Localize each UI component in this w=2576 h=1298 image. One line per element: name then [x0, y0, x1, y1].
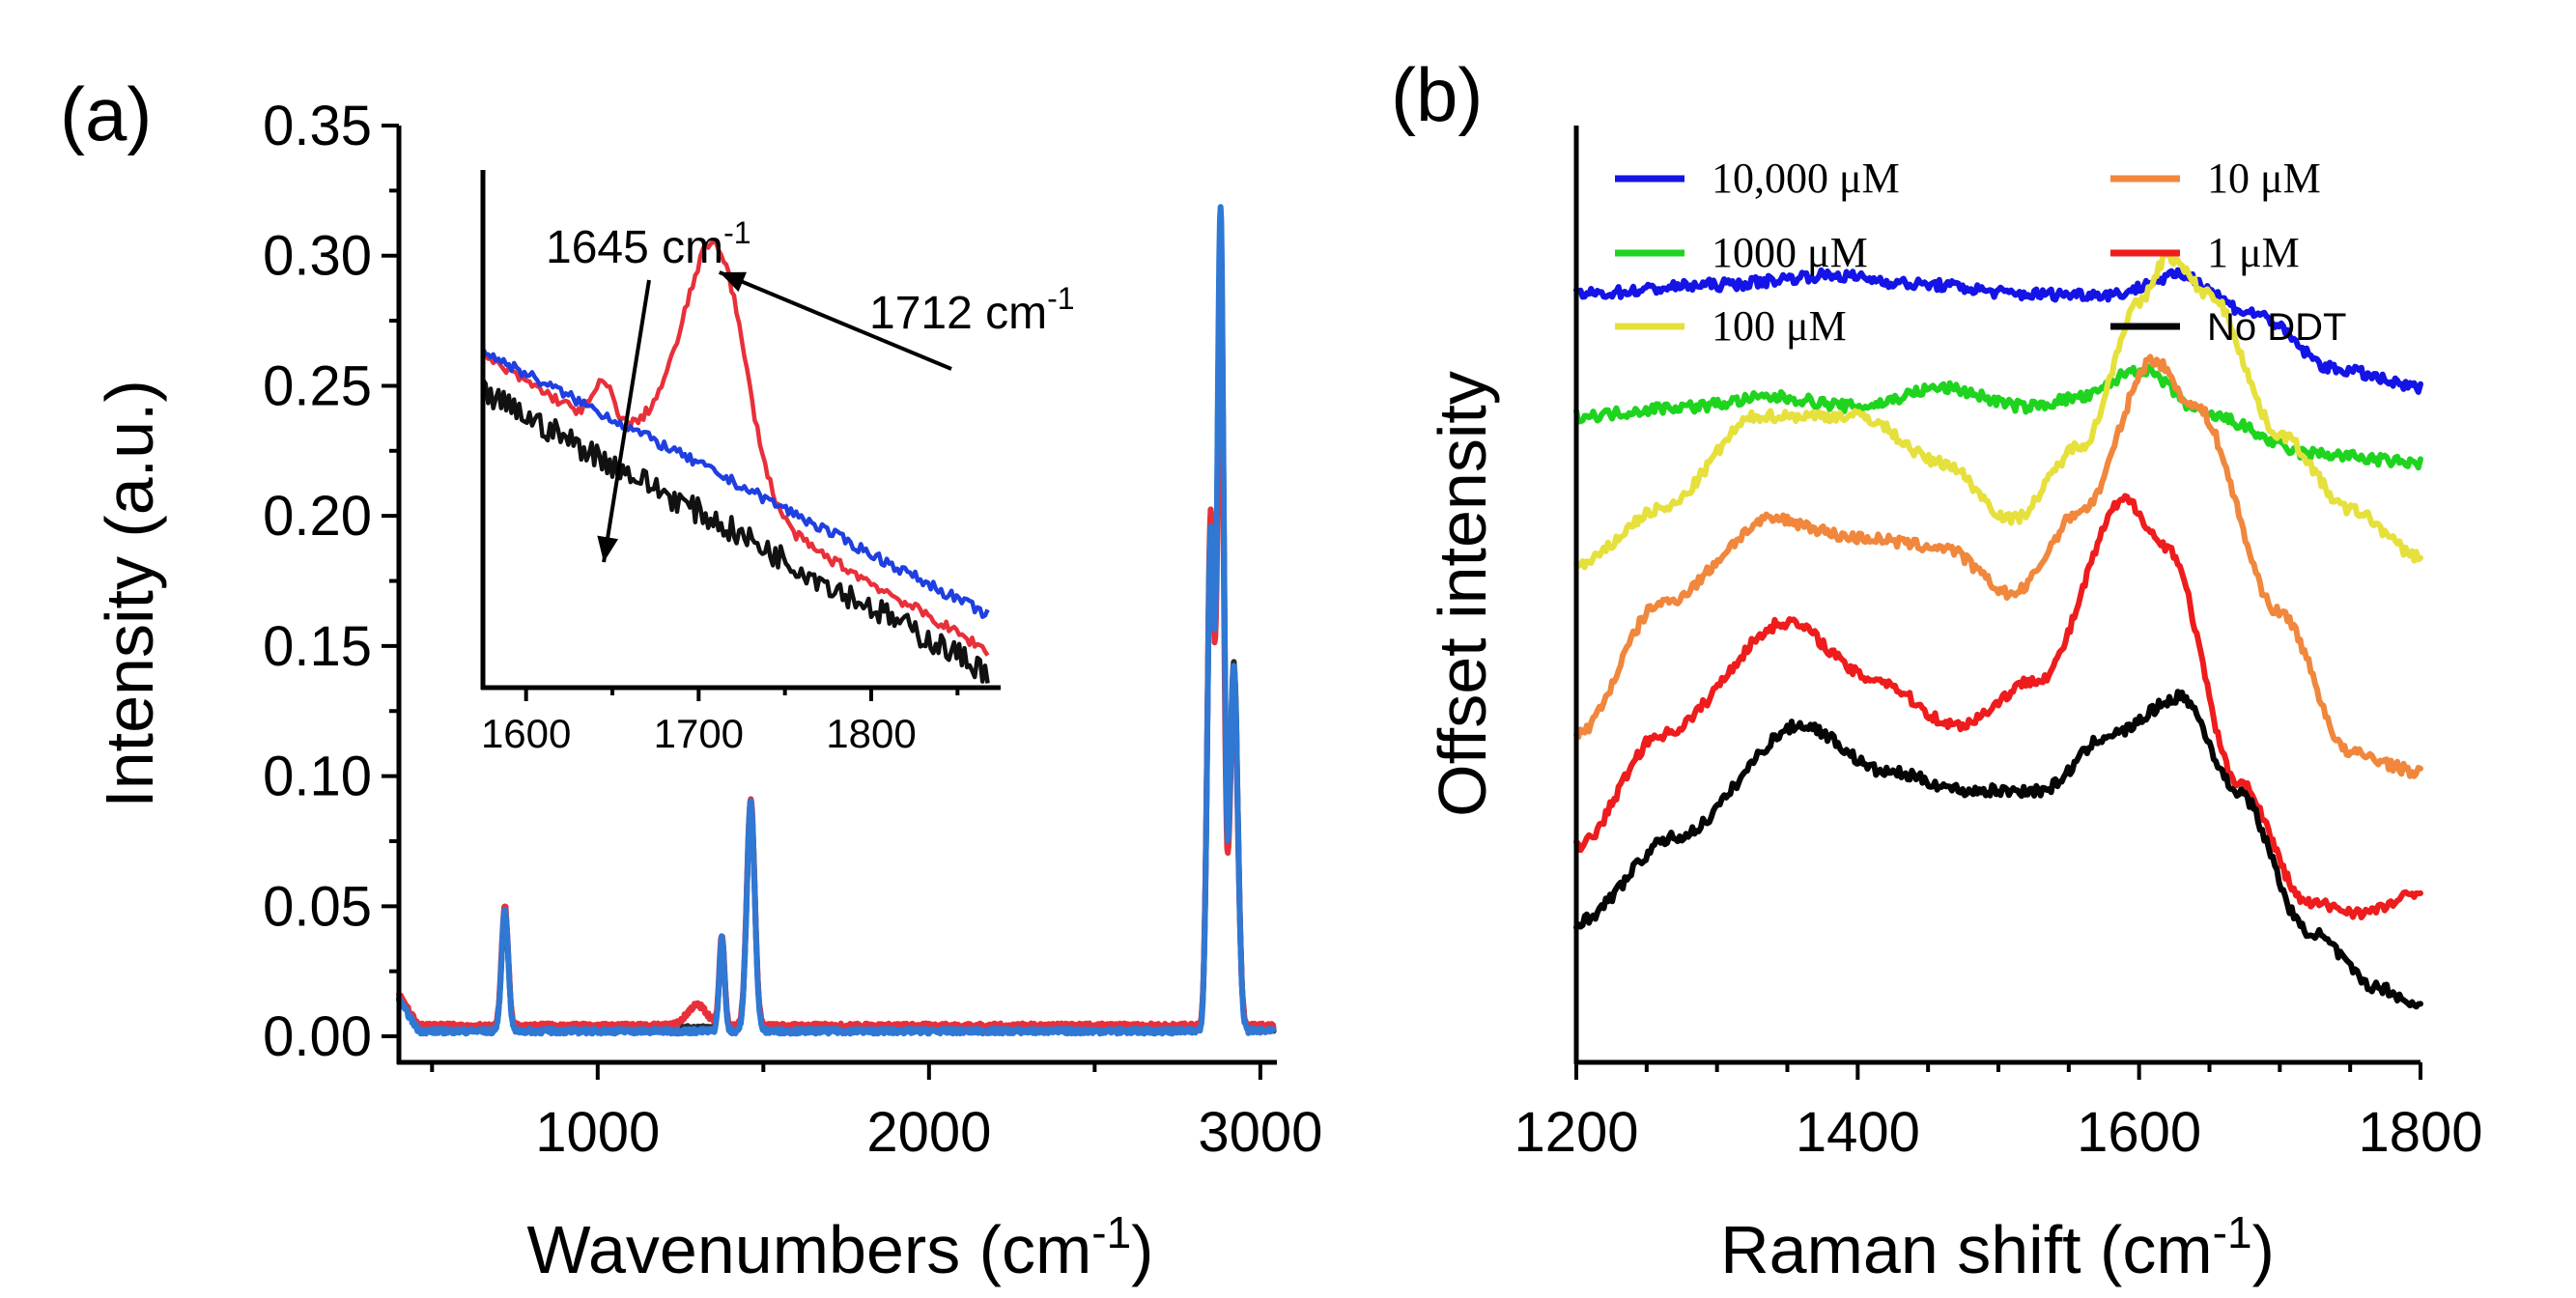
inset-x-tick-label: 1800: [826, 711, 916, 756]
panel-a-y-tick-label: 0.05: [263, 875, 372, 938]
inset-annotation-arrow: [719, 270, 952, 371]
inset-annotations: 1645 cm-1 1712 cm-1: [546, 215, 1075, 563]
legend-label: 10 μM: [2207, 155, 2321, 202]
inset-series-black: [481, 378, 990, 684]
panel-a-y-tick-label: 0.00: [263, 1005, 372, 1068]
panel-b-x-title-sup: -1: [2213, 1207, 2252, 1257]
panel-a-y-tick-label: 0.20: [263, 485, 372, 548]
inset-annotation-label: 1645 cm-1: [546, 215, 751, 273]
panel-a-x-tick-label: 3000: [1198, 1101, 1322, 1164]
panel-a-label: (a): [60, 71, 152, 156]
panel-b-x-title: Raman shift (cm-1): [1720, 1207, 2275, 1287]
panel-b-legend: 10,000 μM 10 μM 1000 μM 1 μM 100 μM No DDT: [1615, 155, 2346, 350]
inset-x-tick-label: 1700: [654, 711, 744, 756]
panel-a-series: [396, 204, 1277, 1037]
panel-a-x-tick-label: 1000: [535, 1101, 660, 1164]
panel-b-x-title-main: Raman shift (cm: [1720, 1212, 2213, 1287]
panel-b-y-title: Offset intensity: [1425, 371, 1500, 817]
inset-series-red: [481, 240, 990, 657]
inset-series: [480, 240, 990, 684]
legend-label: No DDT: [2207, 306, 2346, 349]
panel-b-x-tick-label: 1400: [1796, 1101, 1920, 1164]
panel-a-y-title: Intensity (a.u.): [92, 380, 167, 808]
inset-annotation-arrow: [602, 279, 651, 563]
panel-b-x-tick-label: 1200: [1514, 1101, 1638, 1164]
panel-b-series-4: [1573, 493, 2423, 920]
inset-annotation-label: 1712 cm-1: [869, 281, 1075, 339]
panel-a-x-title: Wavenumbers (cm-1): [527, 1207, 1154, 1287]
panel-b-series-3: [1573, 353, 2423, 779]
panel-a-series-blue: [396, 204, 1277, 1037]
panel-a-x-title-close: ): [1131, 1212, 1153, 1287]
panel-a-x-tick-label: 2000: [866, 1101, 991, 1164]
panel-a-inset: 1600 1700 1800 1645 cm-1 1712 cm-1: [480, 170, 1075, 756]
panel-b-series-0: [1573, 267, 2423, 395]
inset-x-tick-label: 1600: [481, 711, 571, 756]
panel-b-series-5: [1573, 689, 2423, 1010]
panel-b-series-1: [1573, 363, 2423, 471]
inset-annotation-arrowhead: [719, 271, 748, 293]
inset-series-blue: [480, 347, 990, 619]
panel-b-series-2: [1573, 250, 2423, 571]
panel-a: (a) 0.00 0.05 0.10 0.15 0.20 0.25 0.30 0.35 100…: [60, 71, 1322, 1287]
panel-a-y-tick-label: 0.15: [263, 615, 372, 678]
panel-a-y-tick-label: 0.25: [263, 354, 372, 417]
panel-b-x-title-close: ): [2252, 1212, 2275, 1287]
panel-b-x-tick-label: 1800: [2358, 1101, 2482, 1164]
legend-label: 1000 μM: [1712, 229, 1868, 276]
panel-a-series-black: [396, 238, 1277, 1034]
panel-b-x-tick-label: 1600: [2077, 1101, 2201, 1164]
legend-label: 100 μM: [1712, 302, 1847, 350]
panel-b: (b) 1200 1400 1600 1800 Offset intensity Ra…: [1391, 52, 2483, 1287]
panel-a-y-tick-label: 0.30: [263, 225, 372, 288]
panel-a-x-title-main: Wavenumbers (cm: [527, 1212, 1092, 1287]
panel-a-y-tick-label: 0.35: [263, 95, 372, 157]
panel-b-series: [1573, 250, 2423, 1010]
legend-label: 1 μM: [2207, 229, 2300, 276]
legend-label: 10,000 μM: [1712, 155, 1900, 202]
panel-a-x-title-sup: -1: [1091, 1207, 1131, 1257]
panel-b-label: (b): [1391, 52, 1483, 137]
panel-a-axes: [396, 126, 1277, 1065]
panel-a-y-tick-label: 0.10: [263, 746, 372, 808]
inset-annotation-arrowhead: [597, 535, 619, 563]
